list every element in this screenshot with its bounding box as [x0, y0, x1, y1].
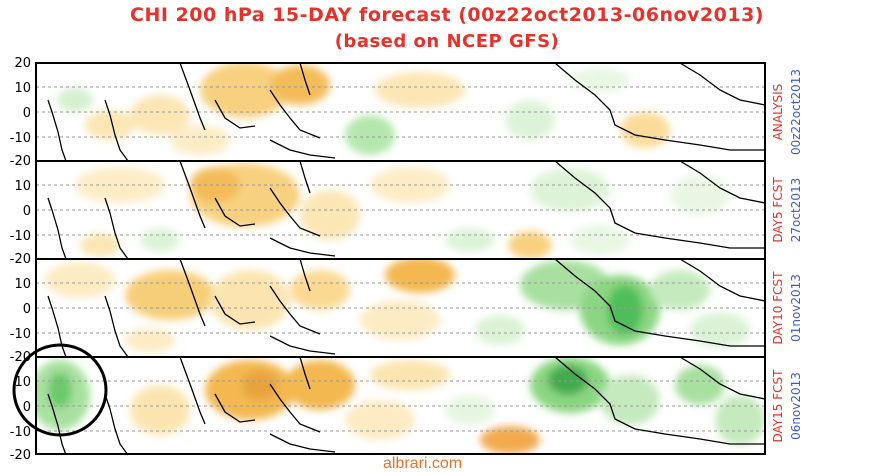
tick-label: 0: [23, 302, 31, 317]
highlight-circle: [12, 343, 108, 437]
panel-label-day15: DAY15 FCST: [771, 369, 785, 443]
watermark: albrari.com: [383, 455, 463, 472]
tick-label: 20: [14, 56, 31, 71]
panel-day10-shading: [45, 259, 750, 352]
panel-date-analysis: 00z22oct2013: [789, 69, 803, 155]
panel-frames: [35, 62, 766, 455]
map-subtitle: (based on NCEP GFS): [334, 31, 560, 52]
tick-label: -10: [10, 425, 31, 440]
panel-label-day10: DAY10 FCST: [771, 271, 785, 345]
tick-label: 0: [23, 400, 31, 415]
tick-label: -10: [10, 327, 31, 342]
tick-label: -20: [10, 252, 31, 267]
tick-label: -20: [10, 154, 31, 169]
panel-day5-shading: [75, 163, 730, 259]
coastline-outline: [47, 62, 766, 162]
y-axis-ticks: 20 10 0 -10 -20 10 0 -10 -20 10 0 -10 -2…: [10, 56, 31, 463]
panel-day15-shading: [36, 357, 765, 454]
panel-date-day15: 06nov2013: [789, 372, 803, 440]
panel-analysis-shading: [57, 63, 670, 155]
tick-label: 10: [14, 277, 31, 292]
panel-label-analysis: ANALYSIS: [771, 84, 785, 141]
panel-labels: ANALYSIS 00z22oct2013 DAY5 FCST 27oct201…: [771, 69, 803, 442]
panel-date-day10: 01nov2013: [789, 274, 803, 342]
map-title: CHI 200 hPa 15-DAY forecast (00z22oct201…: [130, 4, 764, 26]
tick-label: 0: [23, 106, 31, 121]
tick-label: 10: [14, 375, 31, 390]
tick-label: -20: [10, 448, 31, 463]
panel-date-day5: 27oct2013: [789, 178, 803, 242]
tick-label: 10: [14, 81, 31, 96]
tick-label: 0: [23, 204, 31, 219]
tick-label: -10: [10, 229, 31, 244]
panel-label-day5: DAY5 FCST: [771, 177, 785, 243]
tick-label: 10: [14, 179, 31, 194]
tick-label: -10: [10, 131, 31, 146]
